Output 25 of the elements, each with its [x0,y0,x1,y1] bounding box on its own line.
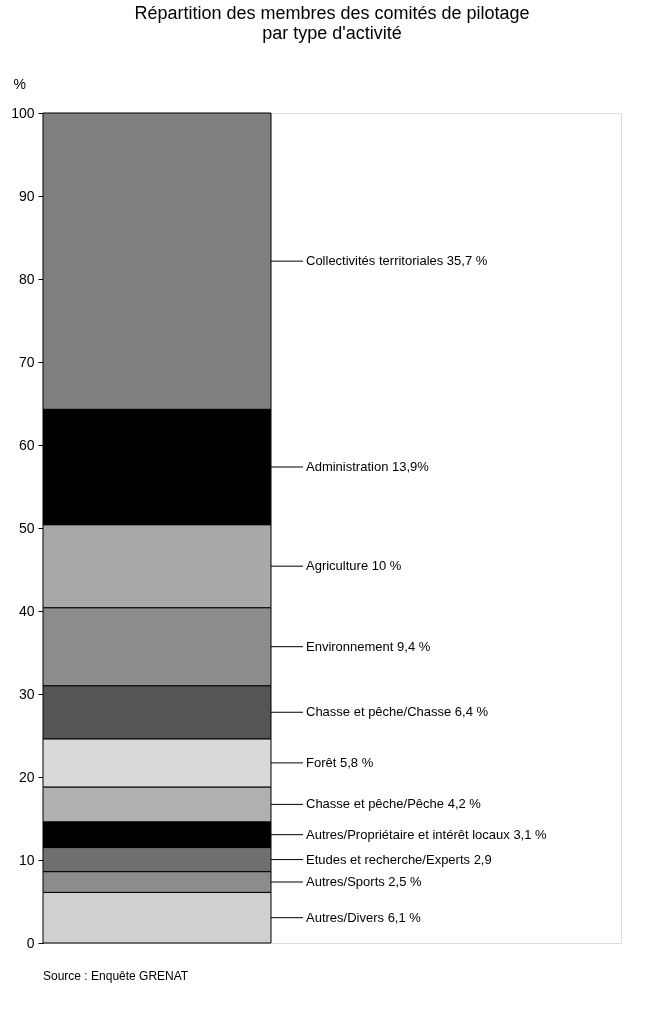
y-tick-label: 90 [18,187,35,204]
text: Autres/Propriétaire et intérêt locaux 3,1 % [306,826,547,842]
y-tick-label: 30 [18,685,35,702]
text: Etudes et recherche/Experts 2,9 [306,851,492,867]
y-tick-label: 20 [18,768,35,785]
y-tick-label: 40 [18,602,35,619]
text: Administration 13,9% [306,458,429,474]
text: Agriculture 10 % [306,558,402,574]
y-tick-label: 50 [18,519,35,536]
text: Répartition des membres des comités de pilotage par type d'activité [134,3,530,43]
text: Collectivités territoriales 35,7 % [306,253,488,269]
text: Autres/Divers 6,1 % [306,909,421,925]
text: Chasse et pêche/Pêche 4,2 % [306,796,481,812]
text: Environnement 9,4 % [306,638,431,654]
y-tick-label: 10 [18,851,35,868]
text: Autres/Sports 2,5 % [306,873,422,889]
source-note: Source : Enquête GRENAT [43,969,189,983]
y-tick-label: 70 [18,353,35,370]
y-tick-label: 100 [11,104,35,121]
text: Chasse et pêche/Chasse 6,4 % [306,704,489,720]
text: Forêt 5,8 % [306,754,374,770]
y-tick-label: 80 [18,270,35,287]
y-axis-title: % [13,75,26,92]
y-tick-label: 60 [18,436,35,453]
y-tick-label: 0 [26,934,35,951]
